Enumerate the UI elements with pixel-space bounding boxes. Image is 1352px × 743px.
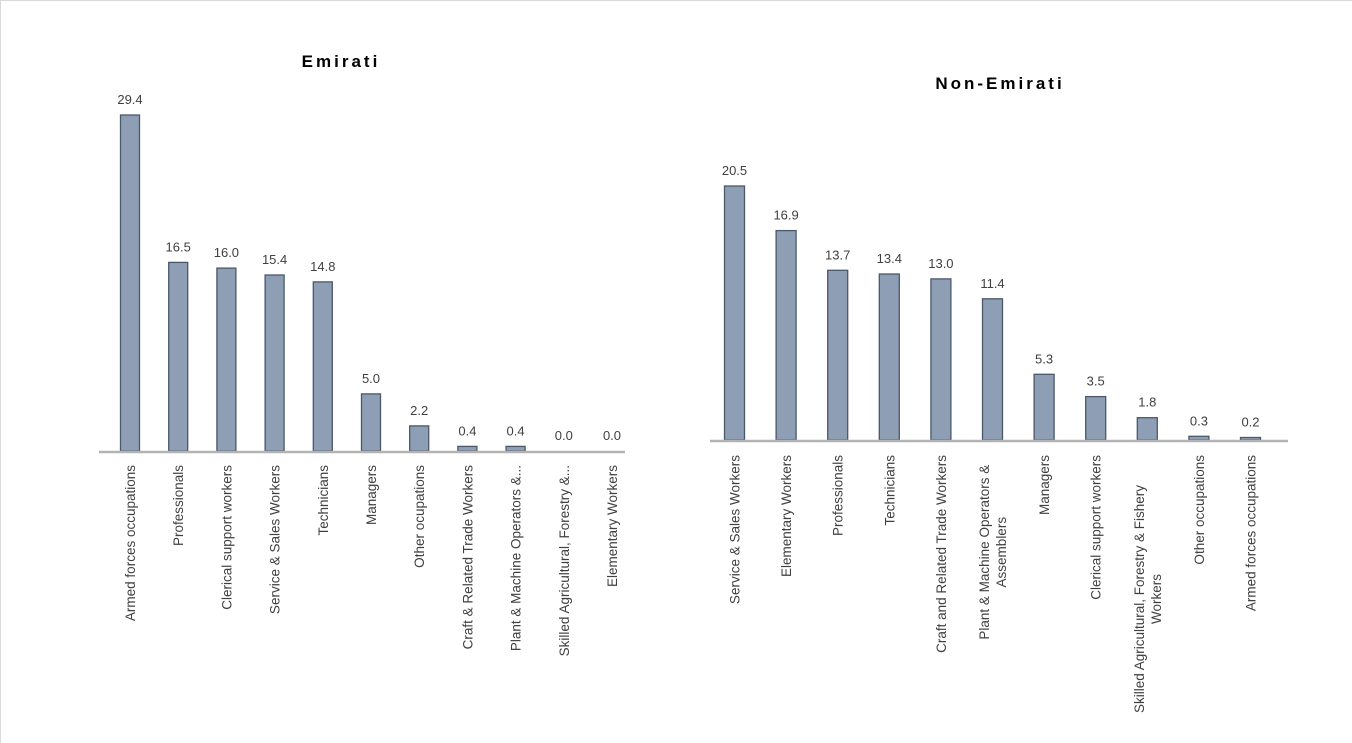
emirati-category-label: Clerical support workers: [219, 465, 234, 610]
non-emirati-bars: [723, 185, 1262, 441]
non-emirati-category-label: Skilled Agricultural, Forestry & Fishery…: [1132, 485, 1164, 713]
non-emirati-category-label: Plant & Machine Operators & Assemblers: [977, 465, 1009, 640]
non-emirati-chart-title: Non-Emirati: [935, 74, 1064, 93]
emirati-value-label: 0.4: [458, 423, 476, 438]
emirati-bar: [119, 114, 141, 452]
non-emirati-value-label: 13.7: [825, 247, 850, 262]
non-emirati-bar: [981, 298, 1004, 441]
emirati-value-label: 2.2: [410, 403, 428, 418]
non-emirati-bar: [723, 185, 746, 441]
non-emirati-category-label: Technicians: [882, 455, 897, 526]
emirati-value-label: 0.4: [507, 423, 525, 438]
emirati-category-label: Managers: [364, 465, 379, 525]
emirati-bar: [457, 445, 478, 452]
non-emirati-bar: [1033, 373, 1055, 441]
non-emirati-value-label: 20.5: [722, 163, 747, 178]
non-emirati-bar: [1136, 417, 1158, 441]
emirati-bar: [409, 425, 430, 452]
non-emirati-value-label: 3.5: [1087, 374, 1105, 389]
non-emirati-category-label: Other occupations: [1192, 455, 1207, 565]
non-emirati-category-label: Managers: [1037, 455, 1052, 515]
non-emirati-bar: [1085, 395, 1107, 441]
non-emirati-bar: [930, 278, 952, 441]
emirati-category-label: Other ocupations: [412, 465, 427, 568]
emirati-value-labels: 29.4 16.5 16.0 15.4 14.8 5.0 2.2 0.4 0.4 0.0 0.0: [117, 92, 621, 443]
non-emirati-category-label: Clerical support workers: [1089, 455, 1104, 600]
non-emirati-bar: [775, 229, 797, 441]
non-emirati-category-label: Craft and Related Trade Workers: [934, 455, 949, 653]
non-emirati-category-label: Armed forces occupations: [1244, 455, 1259, 611]
non-emirati-bar: [1239, 436, 1262, 441]
emirati-chart: Emirati 29.4 16.5 16.0 15.4 14.8 5.0 2.2 0.4 0.4…: [99, 52, 625, 656]
non-emirati-value-label: 0.3: [1190, 413, 1208, 428]
emirati-value-label: 14.8: [310, 259, 335, 274]
emirati-category-label: Skilled Agricultural, Forestry &...: [557, 465, 572, 656]
emirati-bar: [168, 261, 189, 452]
emirati-category-label: Craft & Related Trade Workers: [460, 465, 475, 650]
non-emirati-category-labels: Service & Sales Workers Elementary Worker…: [728, 455, 1259, 713]
emirati-bar: [312, 281, 333, 452]
emirati-bars: [119, 114, 526, 452]
non-emirati-value-label: 16.9: [773, 208, 798, 223]
emirati-chart-title: Emirati: [302, 52, 381, 71]
emirati-category-label: Elementary Workers: [605, 465, 620, 587]
emirati-value-label: 29.4: [117, 92, 142, 107]
non-emirati-category-label: Elementary Workers: [779, 455, 794, 577]
non-emirati-category-label: Service & Sales Workers: [728, 455, 743, 604]
non-emirati-value-label: 0.2: [1241, 415, 1259, 430]
emirati-bar: [505, 445, 526, 452]
emirati-value-label: 16.5: [166, 239, 191, 254]
emirati-category-label: Service & Sales Workers: [268, 465, 283, 614]
non-emirati-chart: Non-Emirati 20.5 16.9 13.7 13.4 13.0 11.4 5.3 3…: [710, 74, 1288, 713]
emirati-bar: [360, 393, 382, 452]
emirati-category-labels: Armed forces occupations Professionals Cle…: [123, 465, 620, 657]
non-emirati-category-label: Professionals: [831, 455, 846, 536]
non-emirati-value-label: 1.8: [1138, 395, 1156, 410]
emirati-category-label: Professionals: [171, 465, 186, 546]
emirati-bar: [264, 274, 285, 452]
emirati-value-label: 16.0: [214, 245, 239, 260]
emirati-value-label: 15.4: [262, 252, 287, 267]
emirati-category-label: Plant & Machine Operators &...: [509, 465, 524, 651]
emirati-category-label: Technicians: [316, 465, 331, 536]
non-emirati-bar: [878, 273, 900, 441]
emirati-value-label: 5.0: [362, 371, 380, 386]
non-emirati-value-label: 13.4: [877, 251, 902, 266]
non-emirati-bar: [827, 269, 849, 441]
emirati-category-label: Armed forces occupations: [123, 465, 138, 621]
non-emirati-bar: [1188, 435, 1210, 441]
non-emirati-value-labels: 20.5 16.9 13.7 13.4 13.0 11.4 5.3 3.5 1.8 0.3 0.2: [722, 163, 1260, 430]
non-emirati-value-label: 13.0: [928, 256, 953, 271]
emirati-bar: [216, 267, 237, 452]
non-emirati-value-label: 5.3: [1035, 351, 1053, 366]
non-emirati-value-label: 11.4: [980, 276, 1004, 291]
emirati-value-label: 0.0: [603, 428, 621, 443]
emirati-value-label: 0.0: [555, 428, 573, 443]
